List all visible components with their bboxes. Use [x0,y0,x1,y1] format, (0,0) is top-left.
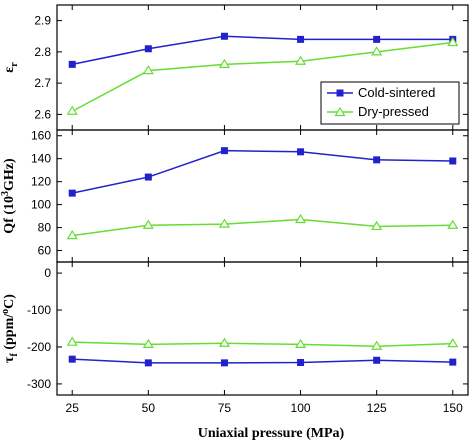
x-axis-title: Uniaxial pressure (MPa) [198,426,345,441]
panel-1-series-1-point-1 [142,219,154,229]
panel-2-y-tick-label-3: -300 [27,377,51,391]
panel-1-series-1-line [72,218,453,237]
legend-marker-dry [334,106,346,117]
panel-1-series-0-point-2 [220,147,228,155]
panel-1-series-1-point-2 [218,218,231,228]
panel-1-y-tick-label-0: 60 [38,244,52,258]
panel-1-ylabel-pre: Qf (10 [2,196,17,234]
panel-2-series-1-point-3 [294,338,307,348]
panel-2-series-0-point-5 [449,358,457,366]
x-tick-label-0: 25 [66,401,80,415]
panel-2-series-0-point-2 [220,359,228,367]
panel-1-y-tick-label-3: 120 [31,175,51,189]
panel-0-series-1-line [71,41,453,112]
panel-1-series-1-point-0 [66,229,78,240]
legend-marker-cold [336,89,344,97]
panel-0-ylabel-main: ε [2,67,17,73]
legend: Cold-sintered Dry-pressed [320,81,460,125]
x-axis-tick-labels: 25 50 75 100 125 150 [66,401,464,415]
panel-0-series-1-point-5 [447,36,459,47]
panel-2-frame [56,261,469,396]
legend-label-dry: Dry-pressed [358,104,429,119]
panel-2-series-0-point-4 [373,356,381,364]
panel-2-series-0-point-1 [144,359,152,367]
panel-2-y-tick-label-0: 0 [44,266,51,280]
panel-1-series-1-point-4 [371,220,383,231]
legend-box [320,81,460,125]
panel-1-frame [56,129,469,263]
panel-2-ylabel-unit-post: C) [2,294,17,309]
panel-0-series-0-line [72,35,453,66]
panel-2-series-1-point-5 [447,337,459,348]
panel-2-series-1-point-1 [142,338,154,348]
panel-0-series-0-point-1 [144,45,152,53]
panel-1: 60 80 100 120 140 160 Qf (103GHz) [0,129,469,263]
x-tick-label-2: 75 [218,401,232,415]
panel-0-y-tick-label-3: 2.9 [34,14,51,28]
panel-0-ylabel-sub: r [9,62,20,67]
panel-2-series-0-point-0 [68,355,76,363]
panel-0-y-axis-title: εr [2,62,20,73]
panel-0-series-0-point-4 [373,35,381,43]
panel-2-ylabel-main: τ [2,356,17,363]
panel-1-series-0-point-3 [297,148,305,156]
x-tick-label-4: 125 [367,401,387,415]
panel-0-series-0-point-0 [68,60,76,68]
panel-2-series-1-point-4 [371,340,383,350]
panel-1-y-tick-label-5: 160 [31,129,51,143]
panel-1-ylabel-sup: 3 [0,191,11,196]
panel-0-series-1-point-4 [371,46,383,56]
panel-0-series-0-point-3 [297,35,305,43]
panel-0-series-0-point-2 [220,32,228,40]
panel-1-ylabel-post: GHz) [2,158,17,191]
panel-1-series-0-point-5 [449,157,457,165]
panel-0-series-1-point-3 [294,55,307,65]
panel-2: 0 -100 -200 -300 τf (ppm/oC) [0,261,469,396]
panel-2-y-tick-label-2: -200 [27,340,51,354]
panel-0-series-1-point-0 [66,105,78,115]
panel-0-series-1-point-2 [218,58,231,68]
panel-1-series-0-point-4 [373,156,381,164]
x-tick-label-5: 150 [443,401,463,415]
panel-2-series-0-point-3 [297,358,305,366]
panel-1-y-tick-label-4: 140 [31,152,51,166]
panel-0-y-tick-label-2: 2.8 [34,45,51,59]
panel-2-ylabel-unit-pre: (ppm/ [2,313,17,353]
panel-0-y-tick-label-1: 2.7 [34,76,51,90]
x-tick-label-3: 100 [291,401,311,415]
panel-2-ylabel-unit-sup: o [0,309,11,314]
panel-1-y-tick-label-1: 80 [38,221,52,235]
panel-1-series-0-line [72,149,453,194]
panel-2-series-1-point-0 [66,336,78,346]
legend-label-cold: Cold-sintered [358,85,435,100]
panel-0-series-1-point-1 [142,64,154,75]
chart-panels: 2.6 2.7 2.8 2.9 εr 60 80 100 120 140 160 Qf (103GHz… [0,4,469,396]
panel-0-y-tick-label-0: 2.6 [34,107,51,121]
panel-1-y-tick-label-2: 100 [31,198,51,212]
panel-1-series-1-point-3 [294,213,307,224]
panel-2-y-axis-title: τf (ppm/oC) [0,294,20,363]
panel-1-series-0-point-0 [68,189,76,197]
panel-2-series-0-line [72,358,453,364]
x-tick-label-1: 50 [142,401,156,415]
panel-2-series-1-line [72,341,453,347]
panel-1-y-axis-title: Qf (103GHz) [0,158,17,234]
panel-2-ylabel-sub: f [9,352,20,356]
panel-1-series-0-point-1 [144,173,152,181]
panel-1-series-1-point-5 [447,219,459,229]
panel-2-y-tick-label-1: -100 [27,303,51,317]
panel-2-series-1-point-2 [218,337,231,347]
